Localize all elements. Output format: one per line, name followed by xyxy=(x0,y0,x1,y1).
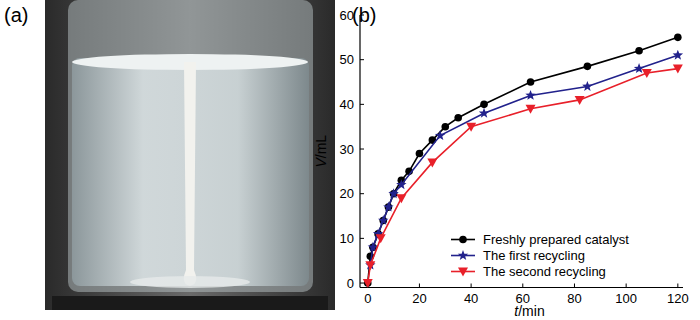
legend-label: The second recycling xyxy=(483,264,606,279)
x-tick-label: 100 xyxy=(615,291,637,306)
data-point xyxy=(525,90,535,100)
data-point xyxy=(575,96,585,105)
y-tick-label: 30 xyxy=(340,142,354,157)
legend-label: Freshly prepared catalyst xyxy=(483,232,629,247)
data-point xyxy=(634,63,644,73)
data-point xyxy=(378,215,388,225)
x-tick xyxy=(574,284,575,288)
data-point xyxy=(396,179,406,189)
x-tick-label: 20 xyxy=(412,291,426,306)
figure: (a)(b)0204060801001200102030405060t/minV… xyxy=(0,0,700,320)
y-tick-label: 40 xyxy=(340,97,354,112)
x-tick-label: 80 xyxy=(567,291,581,306)
data-point xyxy=(383,202,393,212)
y-tick xyxy=(360,59,364,60)
y-tick xyxy=(360,238,364,239)
y-tick-label: 10 xyxy=(340,231,354,246)
legend-label: The first recycling xyxy=(483,248,585,263)
axis-label-unit: /mL xyxy=(313,135,329,159)
data-point xyxy=(416,150,424,158)
x-tick xyxy=(471,284,472,288)
data-point xyxy=(388,188,398,198)
y-tick xyxy=(360,149,364,150)
data-point xyxy=(396,194,406,203)
data-point xyxy=(363,279,373,287)
series xyxy=(365,50,683,270)
photo-background xyxy=(45,0,335,310)
series xyxy=(364,34,682,287)
data-point xyxy=(441,123,449,131)
data-point xyxy=(466,123,476,132)
data-point xyxy=(365,260,375,270)
data-point xyxy=(673,50,683,60)
axis-label-unit: /min xyxy=(518,303,544,319)
photo xyxy=(45,0,335,310)
panel-label: (b) xyxy=(352,4,376,26)
white-stream xyxy=(184,62,197,286)
data-point xyxy=(365,261,375,270)
data-point xyxy=(479,108,489,118)
data-point xyxy=(527,78,535,86)
x-tick xyxy=(677,284,678,288)
y-tick-label: 0 xyxy=(347,276,354,291)
series-line xyxy=(368,69,678,283)
x-axis-line xyxy=(360,287,683,288)
data-point xyxy=(376,234,386,243)
x-tick-label: 40 xyxy=(464,291,478,306)
x-tick-label: 0 xyxy=(364,291,371,306)
legend: Freshly prepared catalystThe first recyc… xyxy=(451,232,629,279)
beaker-bottom xyxy=(130,276,250,288)
water xyxy=(72,58,309,286)
x-tick xyxy=(626,284,627,288)
data-point xyxy=(582,81,592,91)
y-axis-label: V/mL xyxy=(313,135,329,168)
x-tick xyxy=(419,284,420,288)
series-line xyxy=(370,55,677,265)
data-point xyxy=(642,69,652,78)
beaker-glass xyxy=(68,0,313,292)
y-tick xyxy=(360,193,364,194)
legend-marker xyxy=(459,236,467,244)
legend-marker xyxy=(458,250,468,260)
plot-area xyxy=(363,34,683,288)
y-axis-line xyxy=(359,15,360,288)
x-axis-label: t/min xyxy=(514,303,544,319)
series-line xyxy=(368,37,678,283)
y-tick xyxy=(360,104,364,105)
data-point xyxy=(435,130,445,140)
y-tick xyxy=(360,15,364,16)
x-tick-label: 120 xyxy=(667,291,689,306)
axes: 0204060801001200102030405060 xyxy=(340,8,689,306)
data-point xyxy=(480,101,488,109)
data-point xyxy=(673,65,683,74)
x-tick xyxy=(522,284,523,288)
data-point xyxy=(635,47,643,55)
data-point xyxy=(427,158,437,167)
data-point xyxy=(526,105,536,114)
data-point xyxy=(674,34,682,42)
legend-marker xyxy=(458,268,468,277)
y-tick xyxy=(360,283,364,284)
table-surface xyxy=(52,296,328,310)
series xyxy=(363,65,683,288)
y-tick-label: 20 xyxy=(340,186,354,201)
data-point xyxy=(454,114,462,122)
y-tick-label: 60 xyxy=(340,8,354,23)
data-point xyxy=(584,63,592,71)
panel-label: (a) xyxy=(4,4,28,26)
y-tick-label: 50 xyxy=(340,52,354,67)
